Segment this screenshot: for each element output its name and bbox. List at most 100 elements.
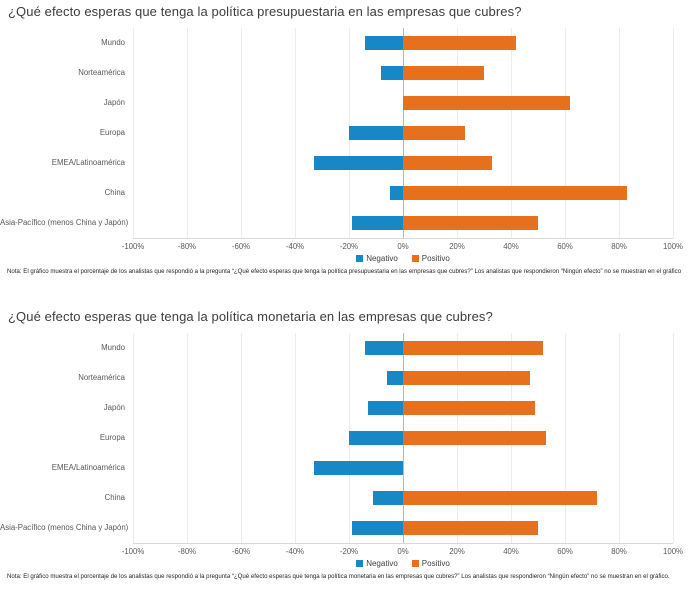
x-axis-ticks: -100% -80% -60% -40% -20% 0% 20% 40% 60% 80% 100% bbox=[122, 239, 683, 252]
bar-positivo-emea-latinoam-rica bbox=[403, 156, 493, 170]
category-label: EMEA/Latinoamérica bbox=[51, 463, 125, 472]
plot-area bbox=[133, 28, 674, 239]
x-tick-label: -80% bbox=[177, 242, 197, 251]
category-label: Japón bbox=[103, 98, 125, 107]
gridline bbox=[241, 28, 242, 238]
gridline bbox=[187, 333, 188, 543]
gridline bbox=[511, 28, 512, 238]
x-tick-label: 100% bbox=[663, 242, 683, 251]
bar-negativo-china bbox=[389, 186, 403, 200]
negativo-swatch-icon bbox=[356, 560, 364, 567]
legend: Negativo Positivo bbox=[133, 558, 673, 569]
category-label: China bbox=[104, 493, 125, 502]
legend-item-positivo: Positivo bbox=[411, 254, 450, 263]
plot-wrap: Mundo Norteamérica Japón Europa EMEA/Latinoa… bbox=[0, 28, 674, 239]
x-tick-label: 100% bbox=[663, 547, 683, 556]
legend-item-negativo: Negativo bbox=[356, 254, 398, 263]
gridline bbox=[133, 28, 134, 238]
bar-positivo-norteam-rica bbox=[403, 66, 484, 80]
bar-negativo-emea-latinoam-rica bbox=[313, 461, 403, 475]
legend-label-positivo: Positivo bbox=[421, 254, 450, 263]
gridline bbox=[565, 28, 566, 238]
y-axis-labels: Mundo Norteamérica Japón Europa EMEA/Latinoa… bbox=[0, 28, 133, 238]
bar-positivo-china bbox=[403, 491, 598, 505]
category-label: Asia-Pacífico (menos China y Japón) bbox=[0, 523, 129, 532]
legend-item-negativo: Negativo bbox=[356, 559, 398, 568]
gridline bbox=[295, 28, 296, 238]
x-tick-label: 80% bbox=[611, 242, 627, 251]
category-label: Mundo bbox=[101, 343, 125, 352]
category-label: Japón bbox=[103, 403, 125, 412]
chart-presupuestaria: ¿Qué efecto esperas que tenga la polític… bbox=[0, 4, 693, 275]
bar-positivo-europa bbox=[403, 431, 547, 445]
chart-note: Nota: El gráfico muestra el porcentaje d… bbox=[7, 268, 682, 275]
bar-positivo-europa bbox=[403, 126, 466, 140]
bar-negativo-asia-pac-fico-menos-china-y-jap-n- bbox=[351, 521, 403, 535]
bar-negativo-asia-pac-fico-menos-china-y-jap-n- bbox=[351, 216, 403, 230]
legend-label-negativo: Negativo bbox=[366, 559, 398, 568]
positivo-swatch-icon bbox=[411, 560, 419, 567]
bar-positivo-asia-pac-fico-menos-china-y-jap-n- bbox=[403, 521, 538, 535]
x-tick-label: 60% bbox=[557, 242, 573, 251]
plot-wrap: Mundo Norteamérica Japón Europa EMEA/Latinoa… bbox=[0, 333, 674, 544]
x-tick-label: 40% bbox=[503, 547, 519, 556]
x-tick-label: -40% bbox=[285, 242, 305, 251]
gridline bbox=[565, 333, 566, 543]
bar-negativo-emea-latinoam-rica bbox=[313, 156, 403, 170]
x-axis-ticks: -100% -80% -60% -40% -20% 0% 20% 40% 60% 80% 100% bbox=[122, 544, 683, 557]
negativo-swatch-icon bbox=[356, 255, 364, 262]
chart-monetaria: ¿Qué efecto esperas que tenga la polític… bbox=[0, 309, 693, 580]
x-tick-label: -20% bbox=[339, 547, 359, 556]
bar-positivo-jap-n bbox=[403, 96, 571, 110]
gridline bbox=[619, 333, 620, 543]
gridline bbox=[673, 333, 674, 543]
x-tick-label: 0% bbox=[397, 547, 409, 556]
bar-negativo-norteam-rica bbox=[386, 371, 403, 385]
bar-negativo-norteam-rica bbox=[381, 66, 403, 80]
x-tick-label: 0% bbox=[397, 242, 409, 251]
category-label: EMEA/Latinoamérica bbox=[51, 158, 125, 167]
bar-negativo-europa bbox=[349, 126, 403, 140]
bar-positivo-norteam-rica bbox=[403, 371, 530, 385]
bar-positivo-china bbox=[403, 186, 628, 200]
category-label: Norteamérica bbox=[78, 68, 125, 77]
bar-positivo-asia-pac-fico-menos-china-y-jap-n- bbox=[403, 216, 538, 230]
x-tick-label: 60% bbox=[557, 547, 573, 556]
gridline bbox=[241, 333, 242, 543]
positivo-swatch-icon bbox=[411, 255, 419, 262]
bar-positivo-mundo bbox=[403, 36, 517, 50]
gridline bbox=[187, 28, 188, 238]
x-tick-label: 80% bbox=[611, 547, 627, 556]
bar-negativo-mundo bbox=[365, 341, 403, 355]
x-tick-label: 20% bbox=[449, 242, 465, 251]
plot-area bbox=[133, 333, 674, 544]
gridline bbox=[295, 333, 296, 543]
x-tick-label: -100% bbox=[121, 547, 145, 556]
gridline bbox=[673, 28, 674, 238]
x-tick-label: 40% bbox=[503, 242, 519, 251]
bar-negativo-china bbox=[373, 491, 403, 505]
bar-negativo-mundo bbox=[365, 36, 403, 50]
x-tick-label: -60% bbox=[231, 547, 251, 556]
x-tick-label: -80% bbox=[177, 547, 197, 556]
gridline bbox=[619, 28, 620, 238]
category-label: Mundo bbox=[101, 38, 125, 47]
category-label: Asia-Pacífico (menos China y Japón) bbox=[0, 218, 129, 227]
bar-negativo-europa bbox=[349, 431, 403, 445]
category-label: Europa bbox=[99, 433, 125, 442]
bar-positivo-jap-n bbox=[403, 401, 536, 415]
legend-label-negativo: Negativo bbox=[366, 254, 398, 263]
category-label: Norteamérica bbox=[78, 373, 125, 382]
chart-title-monetaria: ¿Qué efecto esperas que tenga la polític… bbox=[8, 309, 493, 324]
legend: Negativo Positivo bbox=[133, 253, 673, 264]
chart-title-presupuestaria: ¿Qué efecto esperas que tenga la polític… bbox=[8, 4, 522, 19]
y-axis-labels: Mundo Norteamérica Japón Europa EMEA/Latinoa… bbox=[0, 333, 133, 543]
legend-item-positivo: Positivo bbox=[411, 559, 450, 568]
legend-label-positivo: Positivo bbox=[421, 559, 450, 568]
x-tick-label: -20% bbox=[339, 242, 359, 251]
chart-note: Nota: El gráfico muestra el porcentaje d… bbox=[7, 573, 670, 580]
bar-positivo-mundo bbox=[403, 341, 544, 355]
x-tick-label: 20% bbox=[449, 547, 465, 556]
x-tick-label: -40% bbox=[285, 547, 305, 556]
